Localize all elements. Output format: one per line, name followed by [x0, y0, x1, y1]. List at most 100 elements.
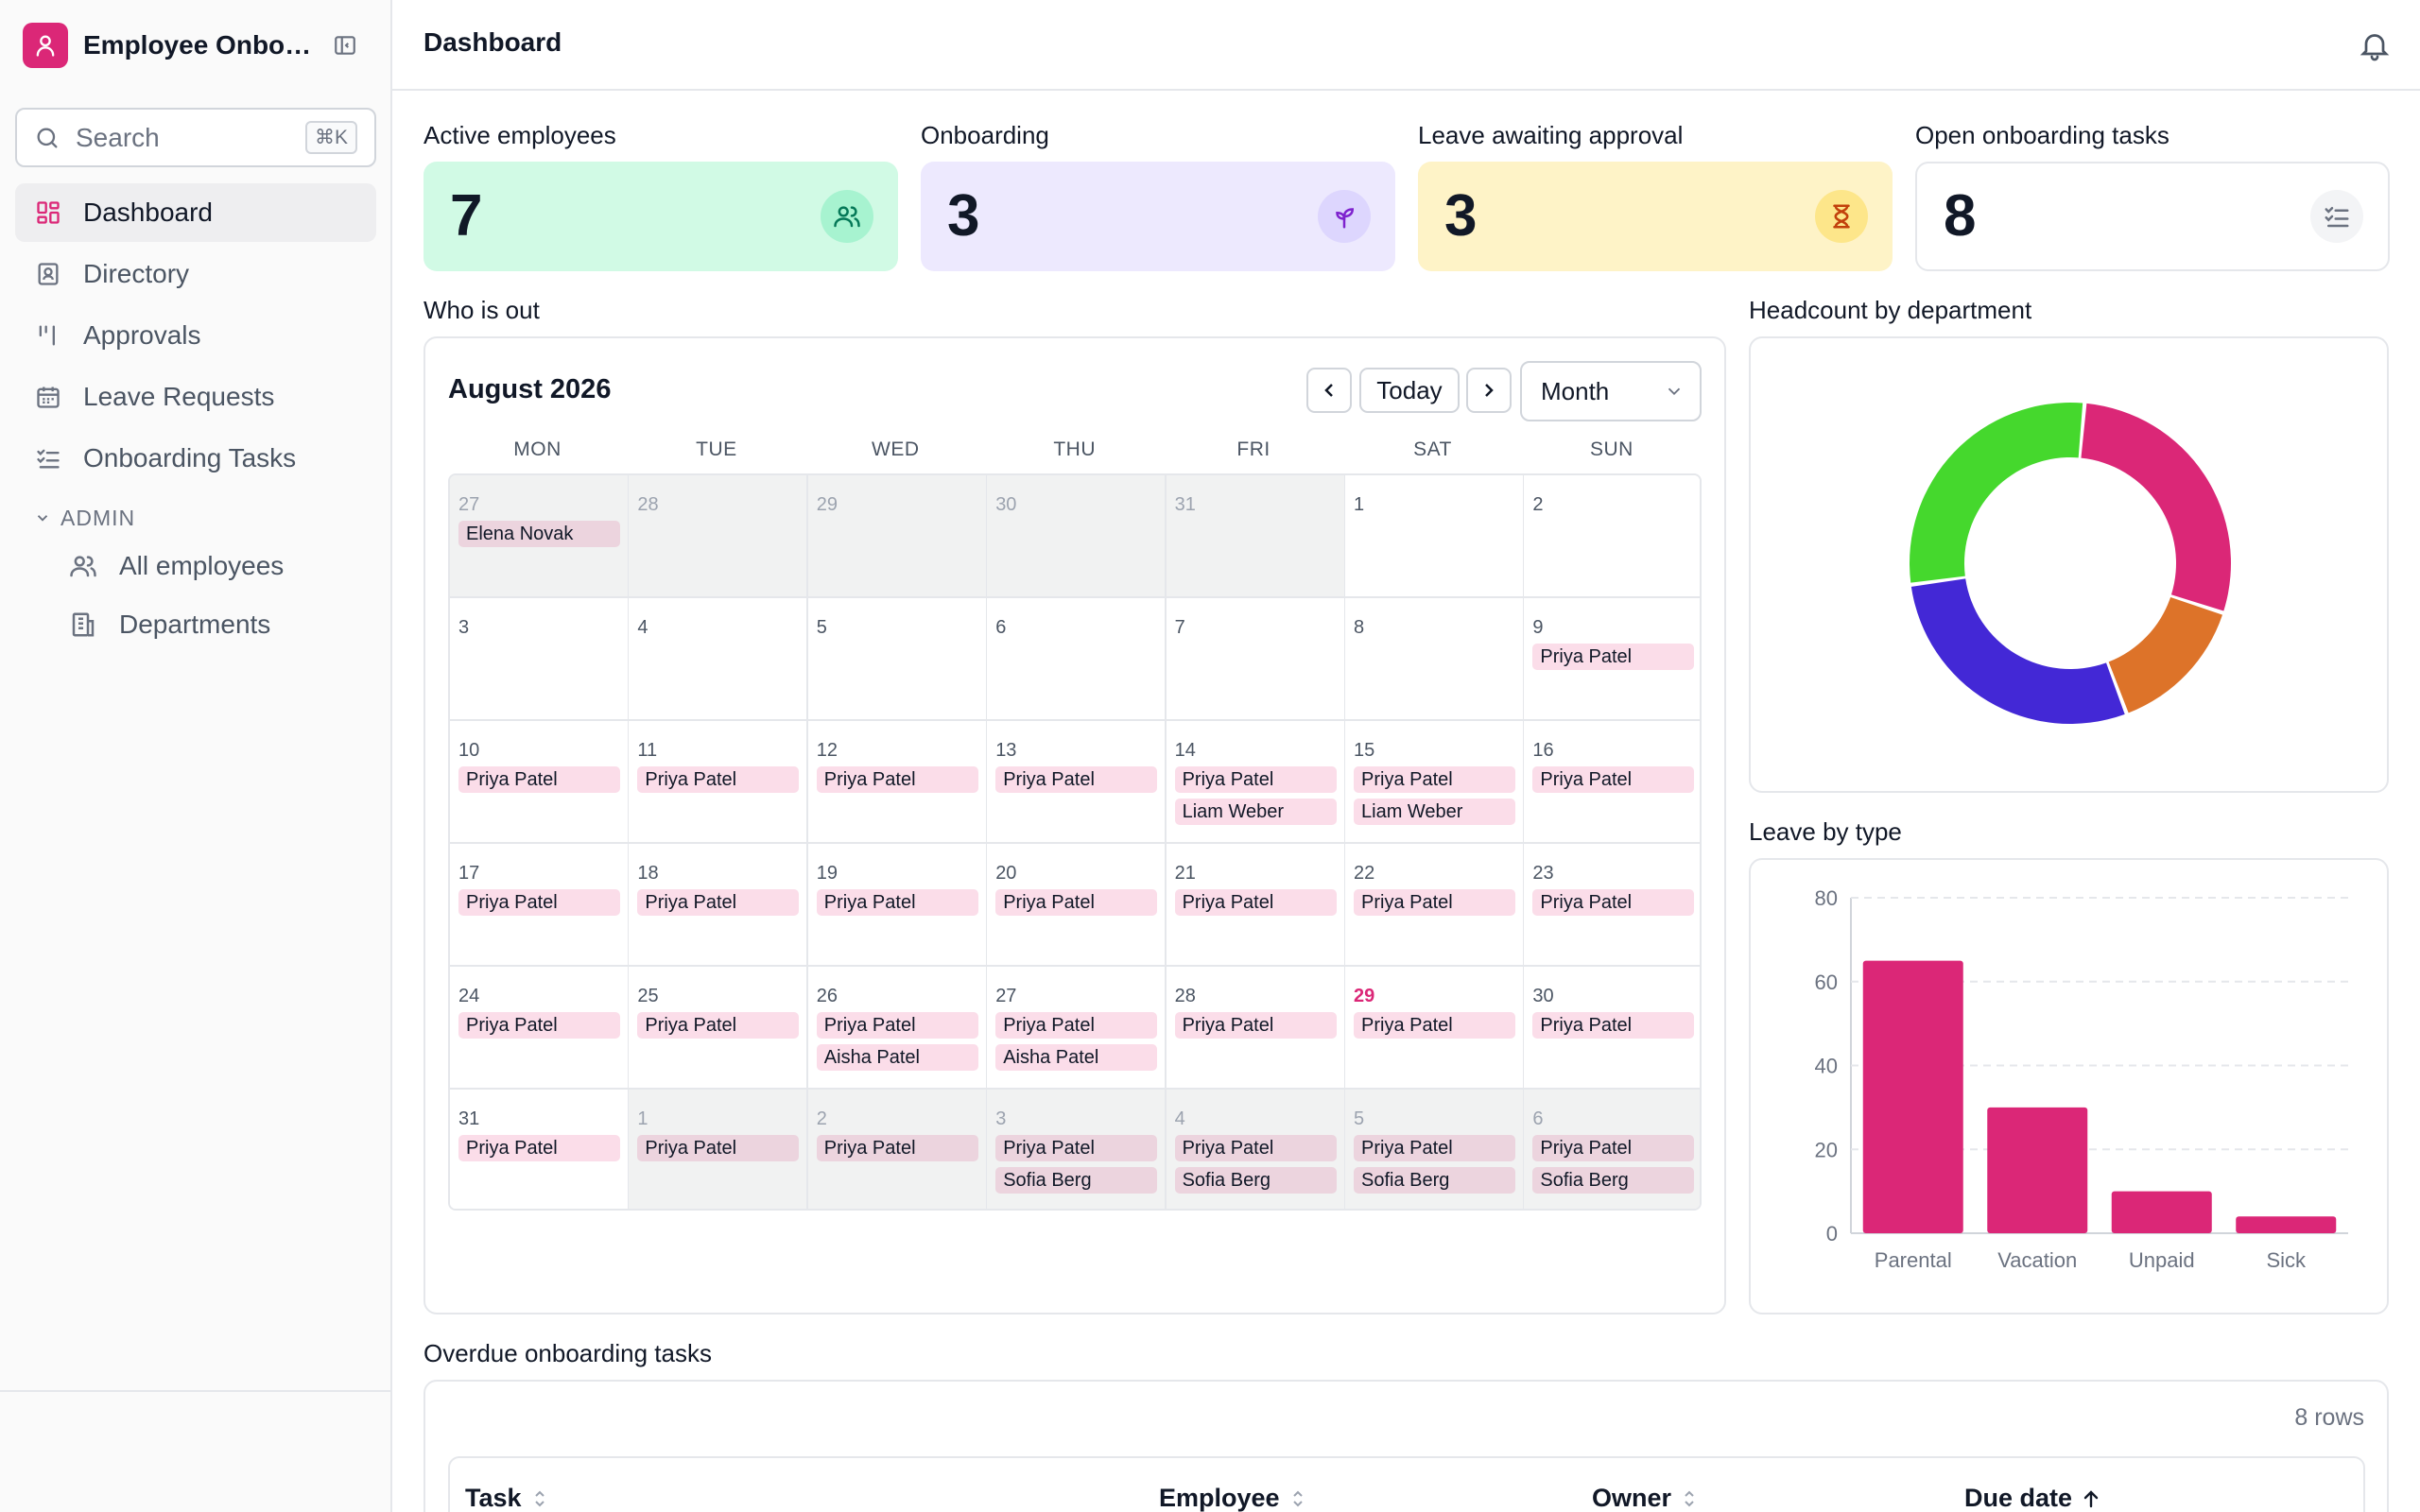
- leave-event[interactable]: Priya Patel: [816, 1135, 978, 1161]
- sidebar-item-leave-requests[interactable]: Leave Requests: [15, 368, 376, 426]
- bar[interactable]: [2236, 1216, 2337, 1233]
- leave-event[interactable]: Priya Patel: [816, 1012, 978, 1039]
- leave-event[interactable]: Priya Patel: [1174, 889, 1337, 916]
- calendar-today-button[interactable]: Today: [1359, 368, 1460, 413]
- calendar-day[interactable]: 25 Priya Patel: [629, 967, 809, 1090]
- sidebar-item-all-employees[interactable]: All employees: [15, 537, 376, 595]
- leave-event[interactable]: Priya Patel: [995, 1135, 1158, 1161]
- leave-event[interactable]: Priya Patel: [1532, 766, 1695, 793]
- leave-event[interactable]: Sofia Berg: [1532, 1167, 1695, 1194]
- calendar-day[interactable]: 3 Priya Patel Sofia Berg: [987, 1090, 1167, 1209]
- donut-slice[interactable]: [2108, 596, 2222, 713]
- donut-slice[interactable]: [1910, 578, 2125, 724]
- leave-event[interactable]: Priya Patel: [1174, 766, 1337, 793]
- leave-event[interactable]: Sofia Berg: [1354, 1167, 1515, 1194]
- sidebar-item-dashboard[interactable]: Dashboard: [15, 183, 376, 242]
- leave-event[interactable]: Priya Patel: [1532, 644, 1695, 670]
- calendar-day[interactable]: 24 Priya Patel: [450, 967, 630, 1090]
- donut-slice[interactable]: [1910, 403, 2083, 583]
- sidebar-toggle-icon[interactable]: [331, 31, 359, 60]
- leave-event[interactable]: Priya Patel: [995, 1012, 1158, 1039]
- bar[interactable]: [1987, 1107, 2088, 1233]
- leave-event[interactable]: Sofia Berg: [995, 1167, 1158, 1194]
- calendar-day[interactable]: 21 Priya Patel: [1166, 844, 1346, 967]
- calendar-day[interactable]: 3: [450, 598, 630, 721]
- calendar-day[interactable]: 29: [807, 475, 988, 598]
- leave-event[interactable]: Priya Patel: [458, 766, 620, 793]
- calendar-day[interactable]: 10 Priya Patel: [450, 721, 630, 844]
- calendar-day[interactable]: 30 Priya Patel: [1524, 967, 1700, 1090]
- calendar-day[interactable]: 28 Priya Patel: [1166, 967, 1346, 1090]
- bar[interactable]: [2111, 1191, 2212, 1233]
- calendar-day[interactable]: 27 Priya Patel Aisha Patel: [987, 967, 1167, 1090]
- leave-event[interactable]: Priya Patel: [458, 889, 620, 916]
- leave-event[interactable]: Liam Weber: [1354, 799, 1515, 825]
- calendar-day[interactable]: 12 Priya Patel: [807, 721, 988, 844]
- leave-event[interactable]: Priya Patel: [1532, 1135, 1695, 1161]
- calendar-view-select[interactable]: Month: [1520, 361, 1702, 421]
- calendar-day[interactable]: 29 Priya Patel: [1345, 967, 1525, 1090]
- calendar-day[interactable]: 6 Priya Patel Sofia Berg: [1524, 1090, 1700, 1209]
- column-header-task[interactable]: Task: [465, 1484, 548, 1512]
- leave-event[interactable]: Priya Patel: [637, 766, 800, 793]
- calendar-day[interactable]: 1 Priya Patel: [629, 1090, 809, 1209]
- leave-event[interactable]: Priya Patel: [458, 1135, 620, 1161]
- calendar-day[interactable]: 4: [629, 598, 809, 721]
- sidebar-item-onboarding-tasks[interactable]: Onboarding Tasks: [15, 429, 376, 488]
- leave-event[interactable]: Liam Weber: [1174, 799, 1337, 825]
- calendar-day[interactable]: 9 Priya Patel: [1524, 598, 1700, 721]
- bell-icon[interactable]: [2358, 28, 2392, 62]
- calendar-day[interactable]: 27 Elena Novak: [450, 475, 630, 598]
- sidebar-item-approvals[interactable]: Approvals: [15, 306, 376, 365]
- admin-section-toggle[interactable]: ADMIN: [15, 499, 376, 537]
- calendar-day[interactable]: 17 Priya Patel: [450, 844, 630, 967]
- calendar-day[interactable]: 11 Priya Patel: [629, 721, 809, 844]
- calendar-day[interactable]: 30: [987, 475, 1167, 598]
- calendar-day[interactable]: 28: [629, 475, 809, 598]
- sidebar-item-directory[interactable]: Directory: [15, 245, 376, 303]
- leave-event[interactable]: Aisha Patel: [995, 1044, 1158, 1071]
- sidebar-item-departments[interactable]: Departments: [15, 595, 376, 654]
- calendar-day[interactable]: 19 Priya Patel: [807, 844, 988, 967]
- leave-event[interactable]: Priya Patel: [1532, 1012, 1695, 1039]
- column-header-employee[interactable]: Employee: [1159, 1484, 1306, 1512]
- calendar-day[interactable]: 20 Priya Patel: [987, 844, 1167, 967]
- calendar-day[interactable]: 8: [1345, 598, 1525, 721]
- column-header-owner[interactable]: Owner: [1592, 1484, 1698, 1512]
- leave-event[interactable]: Priya Patel: [1532, 889, 1695, 916]
- leave-event[interactable]: Priya Patel: [637, 1012, 800, 1039]
- leave-event[interactable]: Priya Patel: [995, 889, 1158, 916]
- calendar-day[interactable]: 26 Priya Patel Aisha Patel: [807, 967, 988, 1090]
- calendar-day[interactable]: 18 Priya Patel: [629, 844, 809, 967]
- leave-event[interactable]: Priya Patel: [816, 766, 978, 793]
- leave-event[interactable]: Priya Patel: [458, 1012, 620, 1039]
- search-input[interactable]: Search ⌘K: [15, 108, 376, 167]
- calendar-day[interactable]: 5 Priya Patel Sofia Berg: [1345, 1090, 1525, 1209]
- column-header-due-date[interactable]: Due date: [1964, 1484, 2100, 1512]
- calendar-day[interactable]: 4 Priya Patel Sofia Berg: [1166, 1090, 1346, 1209]
- leave-event[interactable]: Elena Novak: [458, 521, 620, 547]
- donut-slice[interactable]: [2081, 403, 2231, 611]
- leave-event[interactable]: Aisha Patel: [816, 1044, 978, 1071]
- leave-event[interactable]: Priya Patel: [816, 889, 978, 916]
- calendar-day[interactable]: 1: [1345, 475, 1525, 598]
- leave-event[interactable]: Priya Patel: [1354, 889, 1515, 916]
- calendar-day[interactable]: 31 Priya Patel: [450, 1090, 630, 1209]
- calendar-day[interactable]: 7: [1166, 598, 1346, 721]
- leave-event[interactable]: Priya Patel: [1354, 1135, 1515, 1161]
- calendar-day[interactable]: 6: [987, 598, 1167, 721]
- calendar-day[interactable]: 16 Priya Patel: [1524, 721, 1700, 844]
- calendar-day[interactable]: 22 Priya Patel: [1345, 844, 1525, 967]
- leave-event[interactable]: Sofia Berg: [1174, 1167, 1337, 1194]
- calendar-day[interactable]: 14 Priya Patel Liam Weber: [1166, 721, 1346, 844]
- leave-event[interactable]: Priya Patel: [1174, 1135, 1337, 1161]
- bar[interactable]: [1862, 960, 1963, 1233]
- calendar-day[interactable]: 23 Priya Patel: [1524, 844, 1700, 967]
- leave-event[interactable]: Priya Patel: [1174, 1012, 1337, 1039]
- calendar-day[interactable]: 2: [1524, 475, 1700, 598]
- calendar-day[interactable]: 15 Priya Patel Liam Weber: [1345, 721, 1525, 844]
- leave-event[interactable]: Priya Patel: [1354, 1012, 1515, 1039]
- calendar-next-button[interactable]: [1466, 368, 1512, 413]
- calendar-day[interactable]: 5: [807, 598, 988, 721]
- leave-event[interactable]: Priya Patel: [637, 1135, 800, 1161]
